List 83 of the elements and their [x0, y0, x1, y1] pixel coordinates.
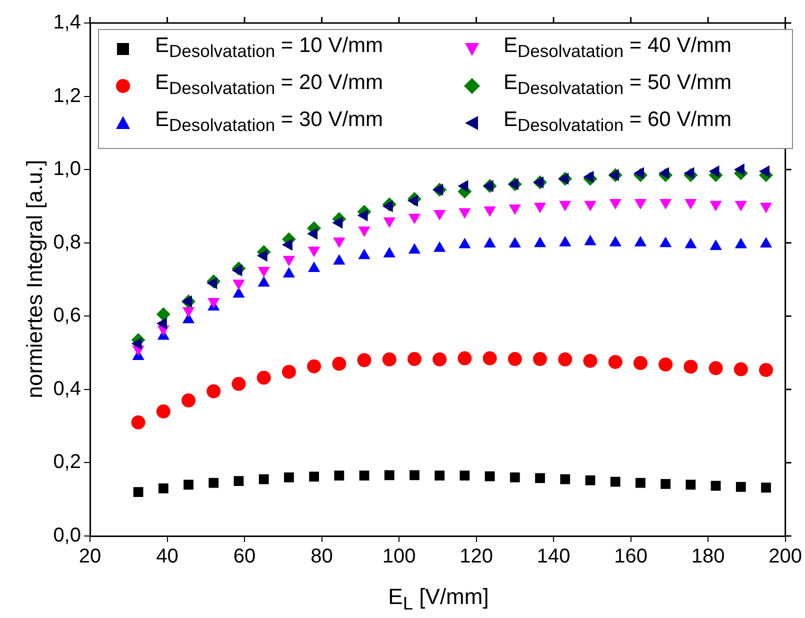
point — [710, 480, 721, 491]
y-axis-title: normiertes Integral [a.u.] — [22, 159, 48, 398]
point — [759, 363, 773, 378]
point — [382, 352, 396, 366]
point — [535, 473, 545, 484]
y-tick-label: 0,0 — [53, 524, 81, 547]
y-tick-label: 1,2 — [53, 84, 81, 107]
y-tick-label: 0,6 — [53, 304, 81, 327]
point — [533, 176, 544, 188]
point — [658, 167, 670, 180]
point — [284, 472, 294, 482]
point — [484, 471, 495, 482]
point — [158, 483, 168, 494]
y-tick-label: 0,2 — [53, 451, 81, 474]
point — [508, 352, 522, 366]
point — [208, 478, 219, 488]
point — [608, 354, 622, 369]
point — [610, 476, 620, 487]
x-tick-label: 20 — [78, 546, 102, 568]
point — [234, 476, 244, 486]
legend-label: E$_{Desolvatation}$ = 60 V/mm — [504, 107, 732, 138]
point — [636, 478, 646, 488]
point — [184, 480, 194, 490]
point — [307, 359, 322, 374]
legend-label: E$_{Desolvatation}$ = 10 V/mm — [155, 33, 384, 64]
point — [460, 470, 470, 480]
point — [510, 472, 520, 482]
point — [684, 360, 698, 374]
point — [482, 351, 497, 366]
point — [182, 295, 192, 308]
point — [357, 353, 372, 368]
point — [384, 470, 394, 480]
point — [708, 361, 723, 376]
point — [761, 482, 771, 493]
point — [658, 358, 673, 372]
point — [686, 480, 696, 490]
y-tick-label: 1,4 — [53, 12, 81, 34]
x-tick-label: 80 — [310, 546, 333, 568]
point — [359, 470, 370, 480]
x-tick-label: 100 — [382, 546, 416, 568]
point — [458, 351, 472, 366]
point — [332, 356, 346, 371]
point — [282, 364, 296, 379]
point — [156, 404, 170, 418]
y-tick-label: 0,8 — [53, 231, 81, 254]
point — [156, 307, 170, 322]
point — [232, 376, 246, 391]
x-tick-label: 200 — [768, 546, 802, 568]
point — [407, 352, 422, 366]
x-tick-label: 160 — [614, 546, 648, 568]
point — [307, 228, 318, 240]
point — [633, 356, 648, 370]
point — [309, 472, 319, 482]
point — [410, 470, 420, 480]
point — [206, 384, 221, 398]
point — [131, 415, 146, 430]
y-tick-label: 1,0 — [53, 158, 81, 180]
point — [182, 393, 196, 408]
legend-label: E$_{Desolvatation}$ = 30 V/mm — [155, 107, 384, 138]
point — [560, 474, 570, 484]
x-tick-label: 180 — [691, 546, 725, 568]
x-tick-label: 120 — [460, 546, 493, 568]
point — [533, 352, 548, 366]
point — [434, 470, 445, 480]
point — [583, 354, 598, 368]
point — [133, 487, 144, 497]
y-tick-label: 0,4 — [53, 378, 81, 400]
point — [734, 362, 748, 376]
point — [258, 474, 269, 484]
legend-label: E$_{Desolvatation}$ = 40 V/mm — [504, 33, 732, 64]
point — [256, 370, 271, 385]
point — [334, 470, 344, 480]
x-axis-title: E$_{L}$ [V/mm] — [387, 584, 490, 614]
x-tick-label: 60 — [233, 546, 256, 568]
point — [660, 479, 671, 489]
legend-label: E$_{Desolvatation}$ = 50 V/mm — [504, 70, 732, 100]
point — [736, 482, 746, 492]
point — [432, 352, 447, 366]
x-tick-label: 40 — [156, 546, 178, 568]
legend-label: E$_{Desolvatation}$ = 20 V/mm — [155, 70, 384, 100]
x-tick-label: 140 — [536, 546, 570, 568]
point — [558, 352, 572, 366]
point — [585, 475, 596, 486]
